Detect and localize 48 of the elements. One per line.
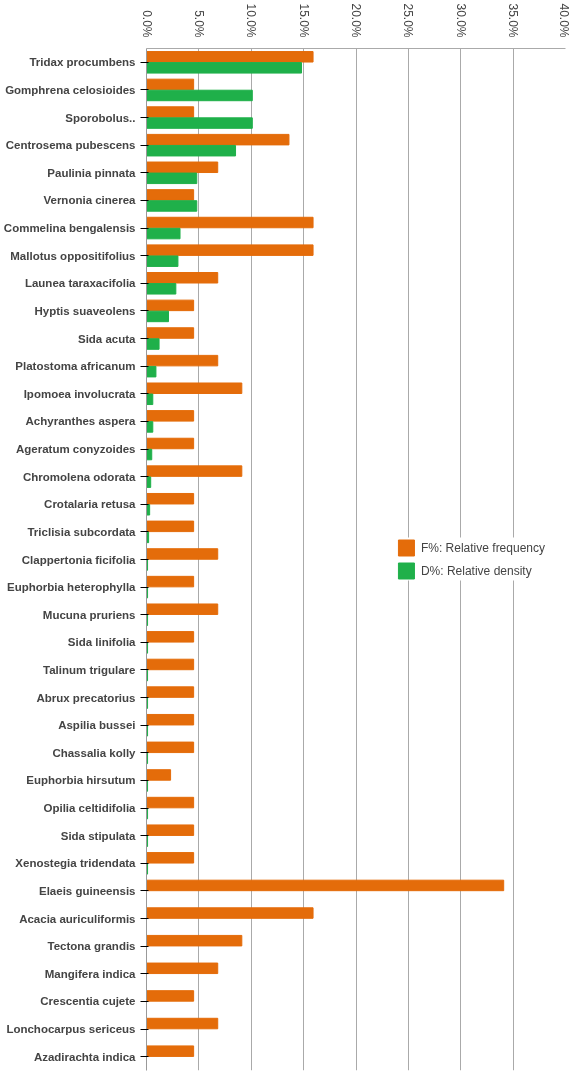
y-tick-label: Achyranthes aspera [25,415,137,428]
y-tick-label: Talinum trigulare [43,663,136,676]
y-tick-label: Triclisia subcordata [27,525,137,538]
y-tick-label: Elaeis guineensis [38,884,136,897]
y-tick-label: Tridax procumbens [29,56,136,69]
y-tick-label: Abrux precatorius [36,691,136,704]
y-tick-label: Sida stipulata [60,829,137,842]
y-tick-label: Sporobolus.. [65,111,136,124]
y-tick-label: Mucuna pruriens [42,608,136,621]
y-tick-label: Chassalia kolly [52,746,137,759]
x-tick-label: 5.0% [191,10,206,38]
y-tick-label: Chromolena odorata [23,470,137,483]
y-tick-label: Azadirachta indica [33,1050,137,1063]
y-tick-label: Mallotus oppositifolius [10,249,136,262]
x-tick-label: 20.0% [349,3,363,38]
y-tick-label: Ageratum conyzoides [16,443,136,456]
y-tick-label: Clappertonia ficifolia [21,553,137,566]
x-tick-label: 0.0% [139,10,154,38]
y-tick-label: Launea taraxacifolia [24,277,137,290]
y-tick-label: Euphorbia heterophylla [7,581,137,594]
y-tick-label: Gomphrena celosioides [5,83,136,96]
y-tick-label: Crescentia cujete [40,995,136,1008]
y-tick-label: Aspilia bussei [58,719,136,732]
legend-label: D%: Relative density [420,563,532,578]
y-tick-label: Vernonia cinerea [43,194,137,207]
y-tick-label: Opilia celtidifolia [43,802,137,815]
y-tick-label: Euphorbia hirsutum [26,774,136,787]
y-tick-label: Crotalaria retusa [44,498,137,511]
y-tick-label: Lonchocarpus sericeus [6,1023,136,1036]
x-tick-label: 30.0% [453,3,468,38]
x-tick-label: 35.0% [506,3,521,38]
y-tick-label: Hyptis suaveolens [34,304,136,317]
y-tick-label: Acacia auriculiformis [19,912,136,925]
y-tick-label: Tectona grandis [47,940,136,953]
legend-label: F%: Relative frequency [420,540,545,555]
y-tick-label: Sida linifolia [67,636,137,649]
y-tick-label: Paulinia pinnata [47,166,137,179]
y-tick-label: Sida acuta [77,332,137,345]
y-tick-label: Platostoma africanum [15,360,136,373]
y-tick-label: Centrosema pubescens [5,139,136,152]
x-tick-label: 10.0% [244,3,259,38]
y-tick-label: Xenostegia tridendata [15,857,137,870]
x-tick-label: 25.0% [401,3,416,38]
y-tick-label: Ipomoea involucrata [23,387,137,400]
x-tick-label: 40.0% [556,3,571,38]
x-tick-label: 15.0% [296,3,311,38]
y-tick-label: Commelina bengalensis [3,222,136,235]
y-tick-label: Mangifera indica [44,967,137,980]
